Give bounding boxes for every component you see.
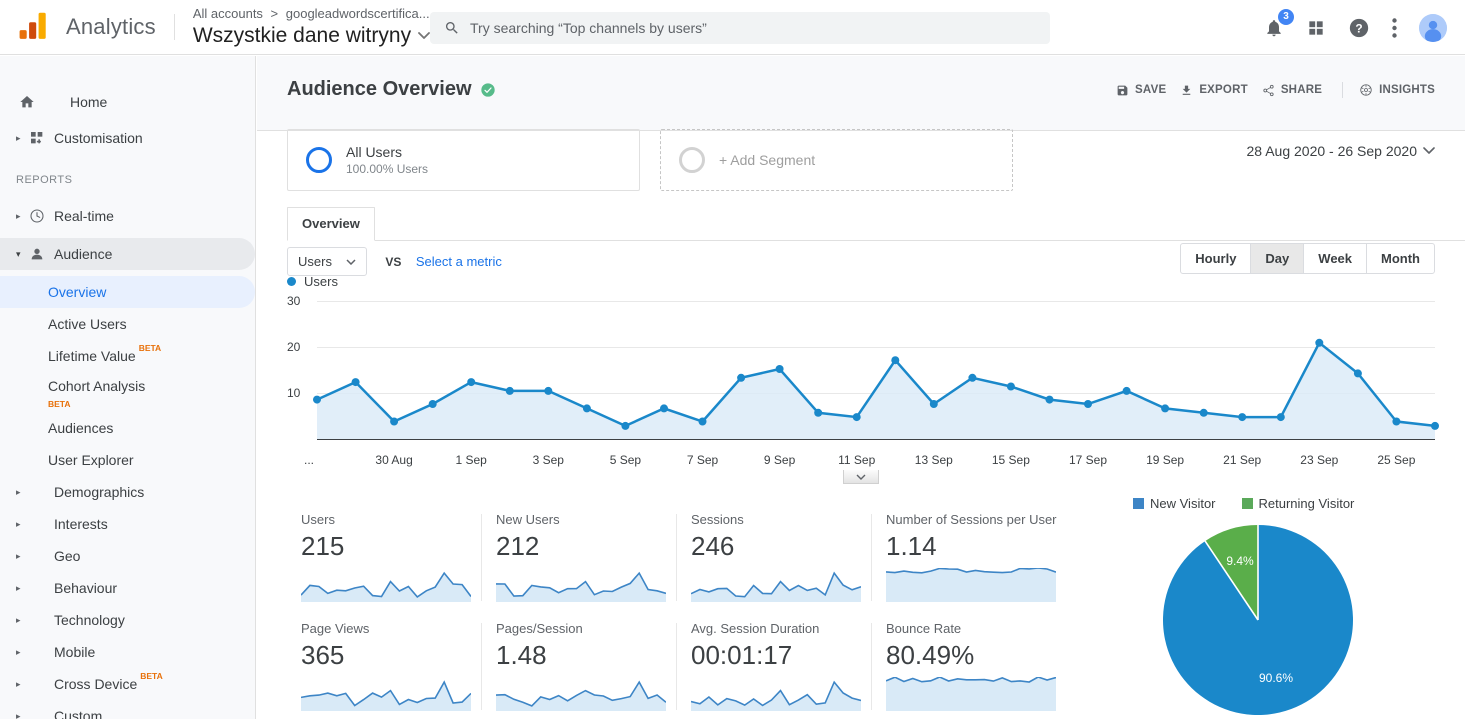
svg-text:?: ? [1355, 21, 1362, 35]
svg-text:9.4%: 9.4% [1226, 554, 1254, 568]
svg-text:90.6%: 90.6% [1259, 671, 1293, 685]
